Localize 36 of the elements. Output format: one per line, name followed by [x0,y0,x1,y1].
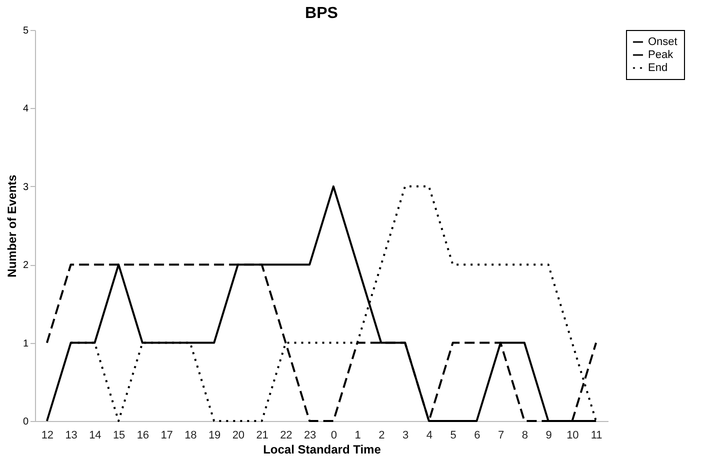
y-tick-label: 3 [22,182,29,193]
y-tick-label: 2 [22,260,29,272]
x-tick-label: 8 [522,430,528,442]
legend-label: Peak [648,49,674,61]
x-tick-label: 17 [160,430,173,442]
x-tick-label: 7 [498,430,504,442]
legend-label: End [648,62,668,74]
legend-label: Onset [648,36,678,48]
x-tick-label: 2 [378,430,385,442]
x-tick-label: 6 [474,430,480,442]
y-axis-title: Number of Events [4,174,19,278]
x-tick-label: 19 [208,430,221,442]
x-tick-label: 23 [304,430,316,442]
x-tick-label: 15 [112,430,126,442]
x-tick-label: 13 [65,430,78,442]
chart-title: BPS [305,5,338,22]
x-tick-label: 10 [566,430,579,442]
y-tick-label: 4 [22,104,29,115]
x-tick-label: 21 [256,430,268,442]
y-tick-label: 0 [22,416,29,428]
x-tick-label: 5 [450,430,456,442]
x-axis-title: Local Standard Time [263,442,382,456]
x-tick-label: 4 [426,430,432,442]
x-tick-label: 16 [136,430,150,442]
x-tick-label: 14 [89,430,102,442]
x-tick-label: 0 [330,430,337,442]
x-tick-label: 3 [402,430,409,442]
y-tick-label: 5 [22,26,29,36]
x-tick-label: 22 [280,430,292,442]
x-tick-label: 12 [41,430,54,442]
x-tick-label: 11 [590,430,602,442]
x-tick-label: 9 [546,430,552,442]
y-tick-label: 1 [22,338,29,350]
x-tick-label: 1 [354,430,361,442]
x-tick-label: 18 [184,430,197,442]
x-tick-label: 20 [232,430,245,442]
